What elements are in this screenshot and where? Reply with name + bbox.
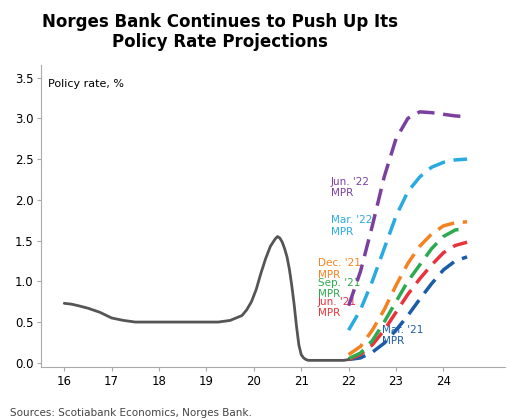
Text: Dec. '21
MPR: Dec. '21 MPR — [318, 258, 361, 280]
Text: Norges Bank Continues to Push Up Its
Policy Rate Projections: Norges Bank Continues to Push Up Its Pol… — [42, 13, 398, 51]
Text: Policy rate, %: Policy rate, % — [48, 79, 124, 89]
Text: Mar. '22
MPR: Mar. '22 MPR — [331, 215, 372, 236]
Text: Jun. '21
MPR: Jun. '21 MPR — [318, 297, 357, 318]
Text: Jun. '22
MPR: Jun. '22 MPR — [331, 177, 370, 198]
Text: Sep. '21
MPR: Sep. '21 MPR — [318, 278, 360, 299]
Text: Sources: Scotiabank Economics, Norges Bank.: Sources: Scotiabank Economics, Norges Ba… — [10, 408, 252, 418]
Text: Mar. '21
MPR: Mar. '21 MPR — [382, 326, 423, 346]
